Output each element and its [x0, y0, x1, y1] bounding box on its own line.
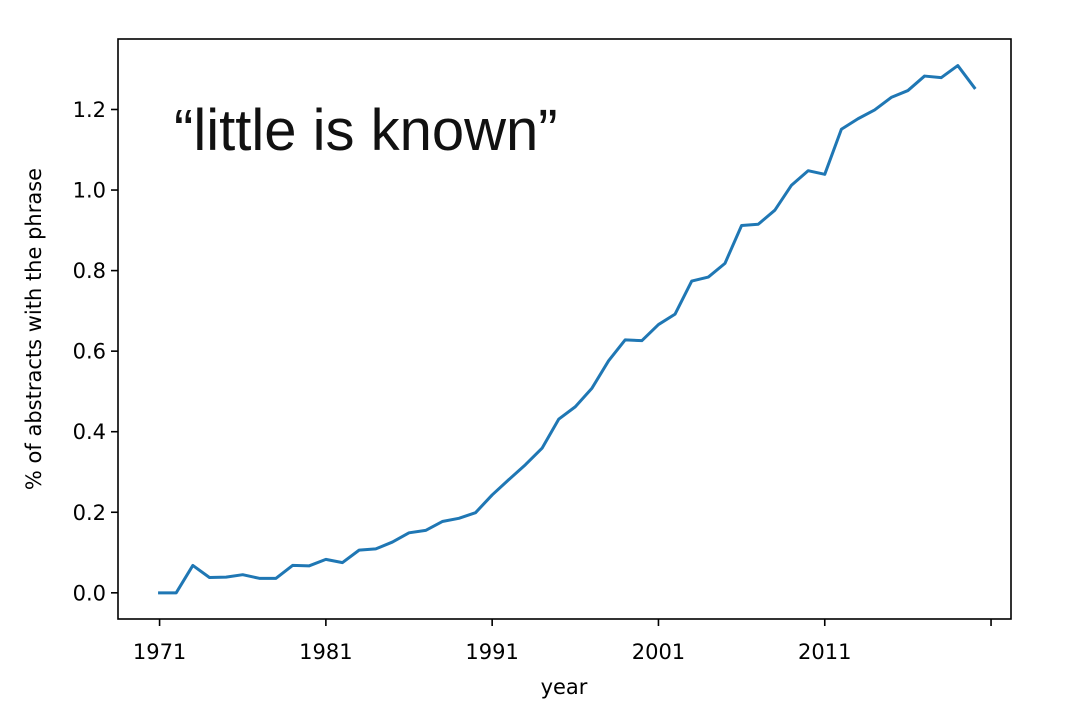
- y-tick-label-2: 0.4: [73, 420, 106, 444]
- x-tick-label-2: 1991: [465, 640, 518, 664]
- x-tick-label-1: 1981: [299, 640, 352, 664]
- chart-annotation: “little is known”: [174, 98, 558, 163]
- x-axis-label: year: [541, 675, 588, 699]
- series-line-0: [158, 64, 977, 595]
- y-tick-label-5: 1.0: [73, 179, 106, 203]
- y-tick-label-4: 0.8: [73, 259, 106, 283]
- y-tick-label-0: 0.0: [73, 581, 106, 605]
- y-axis-ticks: 0.0 0.2 0.4 0.6 0.8 1.0 1.2: [73, 98, 118, 605]
- plot-frame: [117, 38, 1012, 620]
- x-tick-label-3: 2001: [632, 640, 685, 664]
- y-tick-label-6: 1.2: [73, 98, 106, 122]
- chart-marks: [158, 64, 977, 595]
- x-tick-label-0: 1971: [133, 640, 186, 664]
- y-tick-label-3: 0.6: [73, 340, 106, 364]
- y-axis-label: % of abstracts with the phrase: [22, 168, 46, 490]
- y-tick-label-1: 0.2: [73, 501, 106, 525]
- x-tick-label-4: 2011: [798, 640, 851, 664]
- x-axis-ticks: 1971 1981 1991 2001 2011: [133, 619, 992, 664]
